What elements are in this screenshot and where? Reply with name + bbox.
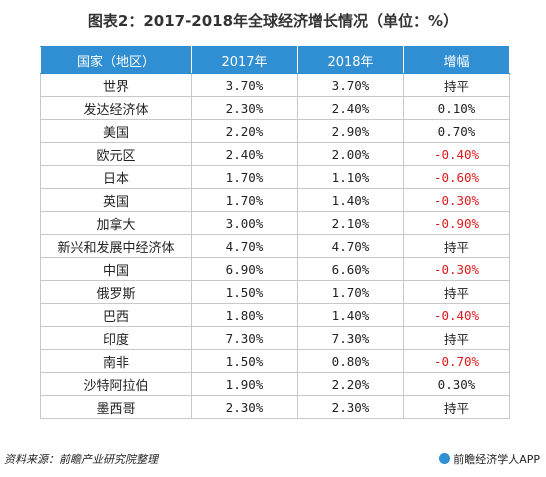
table-row: 中国 6.90% 6.60% -0.30% bbox=[40, 257, 510, 281]
value-2018-cell: 1.10% bbox=[297, 165, 404, 189]
change-cell: -0.40% bbox=[403, 142, 510, 166]
header-region: 国家（地区） bbox=[40, 46, 192, 74]
table-row: 巴西 1.80% 1.40% -0.40% bbox=[40, 303, 510, 327]
region-cell: 加拿大 bbox=[40, 211, 192, 235]
change-cell: 持平 bbox=[403, 395, 510, 419]
region-cell: 印度 bbox=[40, 326, 192, 350]
table-row: 俄罗斯 1.50% 1.70% 持平 bbox=[40, 280, 510, 304]
region-cell: 南非 bbox=[40, 349, 192, 373]
value-2017-cell: 6.90% bbox=[191, 257, 298, 281]
region-cell: 世界 bbox=[40, 73, 192, 97]
source-note: 资料来源：前瞻产业研究院整理 bbox=[4, 453, 158, 466]
change-cell: 持平 bbox=[403, 280, 510, 304]
value-2017-cell: 1.50% bbox=[191, 280, 298, 304]
value-2018-cell: 2.30% bbox=[297, 395, 404, 419]
region-cell: 新兴和发展中经济体 bbox=[40, 234, 192, 258]
table-row: 加拿大 3.00% 2.10% -0.90% bbox=[40, 211, 510, 235]
value-2018-cell: 0.80% bbox=[297, 349, 404, 373]
value-2017-cell: 4.70% bbox=[191, 234, 298, 258]
table-row: 世界 3.70% 3.70% 持平 bbox=[40, 73, 510, 97]
table-row: 发达经济体 2.30% 2.40% 0.10% bbox=[40, 96, 510, 120]
change-cell: 0.70% bbox=[403, 119, 510, 143]
app-label: 前瞻经济学人APP bbox=[453, 453, 540, 466]
value-2018-cell: 1.70% bbox=[297, 280, 404, 304]
page-title: 图表2：2017-2018年全球经济增长情况（单位：%） bbox=[87, 12, 459, 30]
table-row: 南非 1.50% 0.80% -0.70% bbox=[40, 349, 510, 373]
table-row: 日本 1.70% 1.10% -0.60% bbox=[40, 165, 510, 189]
header-2017: 2017年 bbox=[191, 46, 298, 74]
value-2017-cell: 1.50% bbox=[191, 349, 298, 373]
table-row: 英国 1.70% 1.40% -0.30% bbox=[40, 188, 510, 212]
value-2018-cell: 1.40% bbox=[297, 188, 404, 212]
change-cell: -0.90% bbox=[403, 211, 510, 235]
growth-table: 国家（地区） 2017年 2018年 增幅 世界 3.70% 3.70% 持平 发达经济… bbox=[40, 46, 510, 419]
value-2017-cell: 1.80% bbox=[191, 303, 298, 327]
value-2017-cell: 2.30% bbox=[191, 96, 298, 120]
value-2017-cell: 7.30% bbox=[191, 326, 298, 350]
change-cell: -0.30% bbox=[403, 188, 510, 212]
value-2018-cell: 3.70% bbox=[297, 73, 404, 97]
value-2018-cell: 6.60% bbox=[297, 257, 404, 281]
change-cell: -0.60% bbox=[403, 165, 510, 189]
change-cell: -0.40% bbox=[403, 303, 510, 327]
value-2017-cell: 1.70% bbox=[191, 165, 298, 189]
region-cell: 俄罗斯 bbox=[40, 280, 192, 304]
value-2018-cell: 2.20% bbox=[297, 372, 404, 396]
change-cell: -0.30% bbox=[403, 257, 510, 281]
app-logo-icon bbox=[439, 453, 451, 464]
region-cell: 墨西哥 bbox=[40, 395, 192, 419]
value-2018-cell: 2.90% bbox=[297, 119, 404, 143]
value-2017-cell: 2.30% bbox=[191, 395, 298, 419]
table-body: 世界 3.70% 3.70% 持平 发达经济体 2.30% 2.40% 0.10% 美国 2.20… bbox=[40, 73, 510, 419]
header-change: 增幅 bbox=[403, 46, 510, 74]
change-cell: 0.30% bbox=[403, 372, 510, 396]
change-cell: 持平 bbox=[403, 73, 510, 97]
table-row: 印度 7.30% 7.30% 持平 bbox=[40, 326, 510, 350]
value-2017-cell: 2.40% bbox=[191, 142, 298, 166]
change-cell: 持平 bbox=[403, 326, 510, 350]
region-cell: 发达经济体 bbox=[40, 96, 192, 120]
region-cell: 欧元区 bbox=[40, 142, 192, 166]
value-2017-cell: 2.20% bbox=[191, 119, 298, 143]
region-cell: 巴西 bbox=[40, 303, 192, 327]
region-cell: 日本 bbox=[40, 165, 192, 189]
table-row: 欧元区 2.40% 2.00% -0.40% bbox=[40, 142, 510, 166]
value-2018-cell: 2.00% bbox=[297, 142, 404, 166]
table-row: 美国 2.20% 2.90% 0.70% bbox=[40, 119, 510, 143]
value-2017-cell: 3.70% bbox=[191, 73, 298, 97]
value-2017-cell: 1.70% bbox=[191, 188, 298, 212]
region-cell: 英国 bbox=[40, 188, 192, 212]
change-cell: 0.10% bbox=[403, 96, 510, 120]
value-2017-cell: 3.00% bbox=[191, 211, 298, 235]
value-2018-cell: 4.70% bbox=[297, 234, 404, 258]
value-2018-cell: 7.30% bbox=[297, 326, 404, 350]
header-2018: 2018年 bbox=[297, 46, 404, 74]
value-2018-cell: 2.10% bbox=[297, 211, 404, 235]
region-cell: 沙特阿拉伯 bbox=[40, 372, 192, 396]
table-row: 沙特阿拉伯 1.90% 2.20% 0.30% bbox=[40, 372, 510, 396]
table-row: 墨西哥 2.30% 2.30% 持平 bbox=[40, 395, 510, 419]
change-cell: -0.70% bbox=[403, 349, 510, 373]
app-credit: 前瞻经济学人APP bbox=[439, 451, 540, 467]
table-row: 新兴和发展中经济体 4.70% 4.70% 持平 bbox=[40, 234, 510, 258]
region-cell: 中国 bbox=[40, 257, 192, 281]
table-header-row: 国家（地区） 2017年 2018年 增幅 bbox=[40, 46, 510, 74]
value-2018-cell: 2.40% bbox=[297, 96, 404, 120]
value-2017-cell: 1.90% bbox=[191, 372, 298, 396]
value-2018-cell: 1.40% bbox=[297, 303, 404, 327]
region-cell: 美国 bbox=[40, 119, 192, 143]
change-cell: 持平 bbox=[403, 234, 510, 258]
